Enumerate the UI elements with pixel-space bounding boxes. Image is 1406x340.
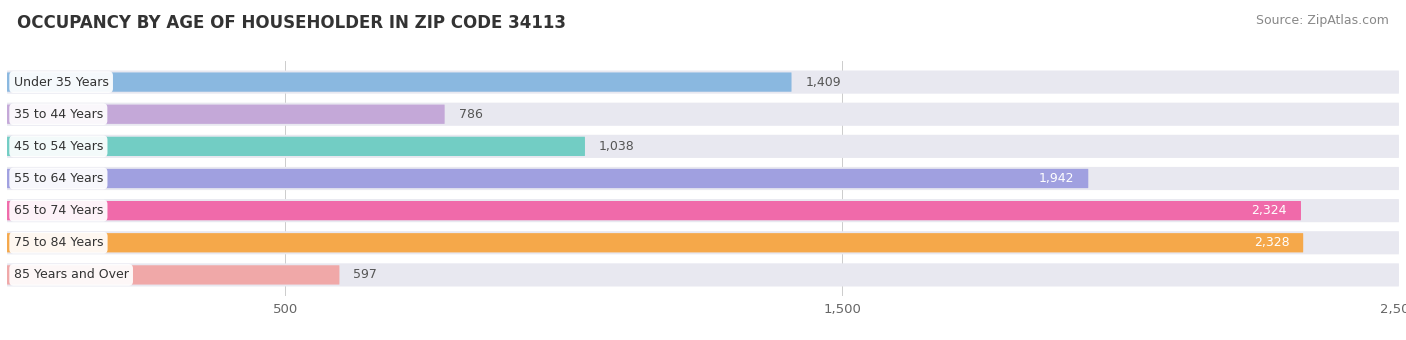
FancyBboxPatch shape <box>7 70 1399 94</box>
FancyBboxPatch shape <box>7 199 1399 222</box>
Text: 45 to 54 Years: 45 to 54 Years <box>14 140 103 153</box>
Text: 2,328: 2,328 <box>1254 236 1289 249</box>
Text: 55 to 64 Years: 55 to 64 Years <box>14 172 103 185</box>
FancyBboxPatch shape <box>7 265 339 285</box>
Text: 85 Years and Over: 85 Years and Over <box>14 268 128 282</box>
Text: 786: 786 <box>458 108 482 121</box>
FancyBboxPatch shape <box>7 264 1399 287</box>
Text: 597: 597 <box>353 268 377 282</box>
FancyBboxPatch shape <box>7 72 792 92</box>
FancyBboxPatch shape <box>7 135 1399 158</box>
FancyBboxPatch shape <box>7 137 585 156</box>
FancyBboxPatch shape <box>7 231 1399 254</box>
Text: 1,409: 1,409 <box>806 75 841 89</box>
Text: Under 35 Years: Under 35 Years <box>14 75 108 89</box>
Text: 2,324: 2,324 <box>1251 204 1286 217</box>
Text: 75 to 84 Years: 75 to 84 Years <box>14 236 103 249</box>
Text: 1,038: 1,038 <box>599 140 634 153</box>
Text: OCCUPANCY BY AGE OF HOUSEHOLDER IN ZIP CODE 34113: OCCUPANCY BY AGE OF HOUSEHOLDER IN ZIP C… <box>17 14 565 32</box>
Text: 1,942: 1,942 <box>1039 172 1074 185</box>
Text: 35 to 44 Years: 35 to 44 Years <box>14 108 103 121</box>
Text: Source: ZipAtlas.com: Source: ZipAtlas.com <box>1256 14 1389 27</box>
Text: 65 to 74 Years: 65 to 74 Years <box>14 204 103 217</box>
FancyBboxPatch shape <box>7 105 444 124</box>
FancyBboxPatch shape <box>7 169 1088 188</box>
FancyBboxPatch shape <box>7 233 1303 252</box>
FancyBboxPatch shape <box>7 103 1399 126</box>
FancyBboxPatch shape <box>7 201 1301 220</box>
FancyBboxPatch shape <box>7 167 1399 190</box>
